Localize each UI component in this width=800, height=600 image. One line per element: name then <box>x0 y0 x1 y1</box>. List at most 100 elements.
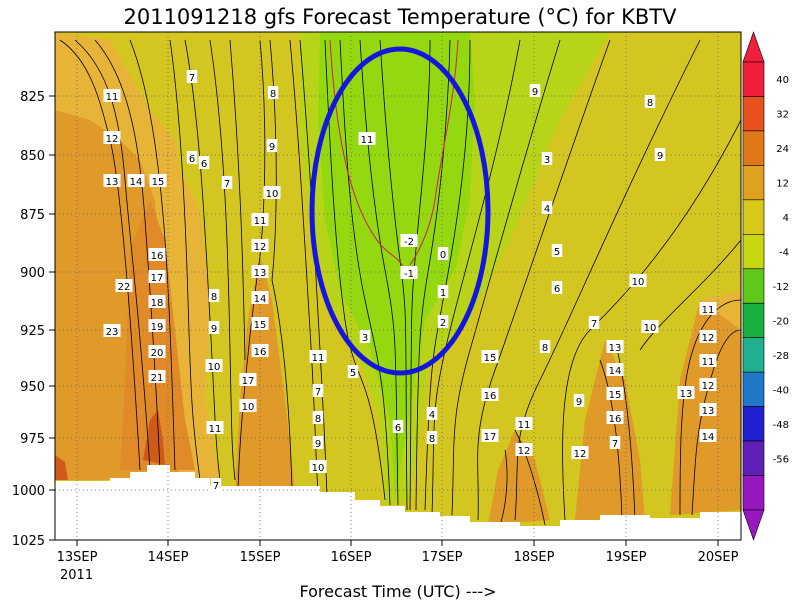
contour-label: 14 <box>606 363 624 377</box>
contour-label: 10 <box>205 359 223 373</box>
plot-border <box>54 31 742 541</box>
colorbar-label: -48 <box>773 420 789 431</box>
contour-label: 9 <box>529 84 541 98</box>
svg-text:10: 10 <box>312 463 325 474</box>
svg-text:17: 17 <box>484 432 497 443</box>
contour-label: 19 <box>148 319 166 333</box>
contour-label: 0 <box>437 247 449 261</box>
field-green-core <box>318 32 475 500</box>
colorbar-swatch <box>742 96 765 132</box>
x-axis: 13SEP 14SEP 15SEP 16SEP 17SEP 18SEP 19SEP 20SEP <box>57 540 739 565</box>
contour-label: 18 <box>148 295 166 309</box>
svg-text:-2: -2 <box>404 237 414 248</box>
colorbar-label: 4 <box>783 213 789 224</box>
svg-text:9: 9 <box>211 324 217 335</box>
contour-label: 12 <box>251 239 269 253</box>
colorbar-label: 32 <box>776 110 789 121</box>
colorbar-swatch <box>742 234 765 270</box>
chart-title: 2011091218 gfs Forecast Temperature (°C)… <box>123 5 677 29</box>
svg-text:6: 6 <box>189 154 195 165</box>
contour-label: 6 <box>186 151 198 165</box>
svg-text:8: 8 <box>542 343 548 354</box>
colorbar-label: 24 <box>776 144 789 155</box>
colorbar-swatch <box>742 268 765 304</box>
svg-text:22: 22 <box>118 282 131 293</box>
y-tick-label: 825 <box>20 90 45 105</box>
contour-label: 8 <box>539 340 551 354</box>
x-tick-label: 18SEP <box>514 550 555 565</box>
contour-label: 7 <box>210 478 222 492</box>
svg-text:21: 21 <box>151 373 164 384</box>
highlight-ellipse <box>309 46 491 376</box>
svg-text:11: 11 <box>702 305 715 316</box>
contour-label: 11 <box>515 417 533 431</box>
contour-label: 2 <box>437 315 449 329</box>
contour-label: 15 <box>251 317 269 331</box>
svg-text:0: 0 <box>440 250 446 261</box>
x-tick-label: 13SEP <box>57 550 98 565</box>
svg-text:9: 9 <box>315 439 321 450</box>
contour-label: 4 <box>426 407 438 421</box>
contour-label: 10 <box>263 186 281 200</box>
svg-text:3: 3 <box>362 333 368 344</box>
contour-label: 16 <box>606 411 624 425</box>
contour-label: 11 <box>699 302 717 316</box>
contour-label: 9 <box>654 148 666 162</box>
svg-text:18: 18 <box>151 298 164 309</box>
svg-text:14: 14 <box>254 294 267 305</box>
contour-label: 6 <box>392 420 404 434</box>
svg-text:12: 12 <box>106 134 119 145</box>
svg-text:14: 14 <box>702 432 715 443</box>
svg-text:6: 6 <box>395 423 401 434</box>
colorbar-swatch <box>742 475 765 511</box>
svg-text:15: 15 <box>609 390 622 401</box>
field-orange-18 <box>488 430 550 525</box>
contour-label: 10 <box>629 274 647 288</box>
contour-label: 20 <box>148 345 166 359</box>
svg-text:7: 7 <box>591 319 597 330</box>
svg-text:10: 10 <box>242 402 255 413</box>
svg-text:16: 16 <box>609 414 622 425</box>
contour-label: 7 <box>609 436 621 450</box>
svg-text:4: 4 <box>429 410 435 421</box>
contour-label: 8 <box>208 289 220 303</box>
contour-label: 11 <box>251 213 269 227</box>
contour-label: 11 <box>103 89 121 103</box>
contour-label: 13 <box>699 403 717 417</box>
x-tick-label: 16SEP <box>331 550 372 565</box>
svg-text:3: 3 <box>544 155 550 166</box>
colorbar-swatch <box>742 440 765 476</box>
contour-label: 7 <box>186 70 198 84</box>
contour-label: 11 <box>309 350 327 364</box>
svg-text:11: 11 <box>106 92 119 103</box>
contour-label: 9 <box>208 321 220 335</box>
contour-label: 14 <box>127 174 145 188</box>
colorbar: 40 32 24 12 4 -4 -12 -20 -28 -40 -48 -56 <box>742 31 789 541</box>
contour-label: 16 <box>481 388 499 402</box>
field-orange-peak-14 <box>120 200 195 470</box>
svg-text:8: 8 <box>270 89 276 100</box>
x-axis-label: Forecast Time (UTC) ---> <box>299 582 496 600</box>
colorbar-swatch <box>742 302 765 338</box>
svg-text:10: 10 <box>644 323 657 334</box>
contour-label: 8 <box>312 411 324 425</box>
svg-text:6: 6 <box>554 284 560 295</box>
svg-text:-1: -1 <box>404 269 414 280</box>
svg-text:14: 14 <box>130 177 143 188</box>
svg-text:11: 11 <box>361 135 374 146</box>
contour-label: 17 <box>481 429 499 443</box>
svg-text:14: 14 <box>609 366 622 377</box>
contour-label: 16 <box>148 248 166 262</box>
svg-text:8: 8 <box>429 434 435 445</box>
colorbar-swatch <box>742 371 765 407</box>
svg-text:12: 12 <box>574 449 587 460</box>
contour-label: 5 <box>551 244 563 258</box>
svg-text:7: 7 <box>315 387 321 398</box>
svg-text:2: 2 <box>440 318 446 329</box>
field-orange-19 <box>575 340 645 520</box>
contour-label: 22 <box>115 279 133 293</box>
svg-text:20: 20 <box>151 348 164 359</box>
